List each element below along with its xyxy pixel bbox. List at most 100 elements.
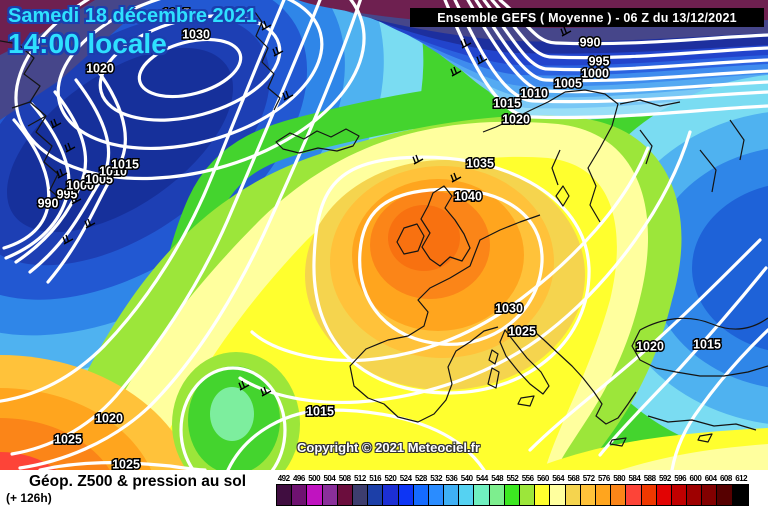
scale-label: 600 <box>689 474 702 483</box>
isobar-label: 1015 <box>693 338 721 352</box>
scale-swatch <box>671 485 688 505</box>
isobar-label: 1035 <box>466 157 494 171</box>
copyright-text: Copyright © 2021 Meteociel.fr <box>297 440 480 455</box>
isobar-label: 1040 <box>454 190 482 204</box>
scale-swatch <box>398 485 414 505</box>
scale-label: 604 <box>704 474 717 483</box>
isobar-contours <box>0 0 768 470</box>
isobar-label: 1020 <box>636 340 664 354</box>
scale-label: 560 <box>536 474 549 483</box>
scale-swatch <box>565 485 581 505</box>
isobar-label: 1030 <box>182 28 210 42</box>
coast-greenland-east <box>251 7 281 111</box>
isobar-label: 1025 <box>112 458 140 471</box>
scale-label: 512 <box>353 474 366 483</box>
scale-swatch <box>368 485 384 505</box>
coast-ireland <box>396 223 425 255</box>
scale-label: 612 <box>735 474 748 483</box>
scale-label: 572 <box>582 474 595 483</box>
model-title-box: Ensemble GEFS ( Moyenne ) - 06 Z du 13/1… <box>410 8 764 27</box>
coast-blacksea <box>631 317 768 377</box>
coastlines <box>0 7 768 447</box>
isobar-label: 1000 <box>66 179 94 193</box>
isobar-label: 990 <box>38 197 59 211</box>
scale-swatch <box>337 485 353 505</box>
isobar-label: 1025 <box>54 433 82 447</box>
coast-sardinia <box>487 367 500 389</box>
map-area: 1025 1030 1020 990 995 1000 1005 1010 1015 990 995… <box>0 0 768 470</box>
isobar-label: 1015 <box>111 158 139 172</box>
isobar-label: 1010 <box>99 165 127 179</box>
date-text: Samedi 18 décembre 2021 <box>8 5 258 27</box>
scale-label: 492 <box>277 474 290 483</box>
scale-swatch <box>520 485 536 505</box>
scale-label: 516 <box>369 474 382 483</box>
scale-label: 508 <box>338 474 351 483</box>
isobar-label: 995 <box>589 55 610 69</box>
southeast-paleyellow-edge <box>620 444 768 470</box>
wind-barbs <box>50 20 572 397</box>
scale-label: 544 <box>475 474 488 483</box>
coast-iceland <box>275 128 360 154</box>
scale-label: 536 <box>445 474 458 483</box>
scale-swatch <box>611 485 627 505</box>
scale-swatch <box>352 485 369 505</box>
coast-norway <box>482 91 566 133</box>
scale-swatch <box>322 485 338 505</box>
scale-label: 556 <box>521 474 534 483</box>
isobar-label: 1025 <box>508 325 536 339</box>
scale-label: 496 <box>292 474 305 483</box>
scale-swatch <box>717 485 733 505</box>
rivers-borders <box>551 119 745 193</box>
scale-label: 576 <box>597 474 610 483</box>
scale-label: 564 <box>552 474 565 483</box>
scale-swatch <box>687 485 703 505</box>
date-block: Samedi 18 décembre 2021 14:00 locale <box>8 5 258 59</box>
scale-swatch <box>580 485 596 505</box>
coast-anatolia <box>647 415 757 431</box>
coast-finland <box>619 99 681 165</box>
scale-label: 608 <box>719 474 732 483</box>
isobar-label: 1020 <box>86 62 114 76</box>
coast-greenland-fjords <box>11 101 47 127</box>
scale-swatch <box>383 485 399 505</box>
color-scale-labels: 492 496 500 504 508 512 516 520 524 528 532 536 540 5… <box>276 474 749 483</box>
isobar-label: 1005 <box>85 173 113 187</box>
scale-swatch <box>504 485 520 505</box>
scale-swatch <box>702 485 718 505</box>
coast-corsica <box>488 349 499 365</box>
coast-cyprus <box>697 433 713 443</box>
map-svg: 1025103010209909951000100510101015990995… <box>0 0 768 470</box>
scale-label: 540 <box>460 474 473 483</box>
scale-swatch <box>550 485 566 505</box>
coast-balkans-greece <box>527 325 637 425</box>
color-scale-swatches <box>276 484 749 506</box>
scale-swatch <box>474 485 490 505</box>
scale-label: 532 <box>430 474 443 483</box>
scale-swatch <box>459 485 475 505</box>
scale-swatch <box>626 485 642 505</box>
isobar-label: 995 <box>57 188 78 202</box>
greenland-maroon-patch <box>0 0 95 55</box>
isobar-label: 1015 <box>493 97 521 111</box>
scale-swatch <box>641 485 657 505</box>
isobar-label: 1010 <box>520 87 548 101</box>
isobar-label: 1020 <box>95 412 123 426</box>
scale-label: 548 <box>491 474 504 483</box>
isobar-label: 1005 <box>554 77 582 91</box>
isobar-label: 1015 <box>306 405 334 419</box>
coast-britain <box>420 185 471 267</box>
scale-label: 592 <box>658 474 671 483</box>
isobar-label: 1020 <box>502 113 530 127</box>
coast-italy <box>499 329 550 395</box>
scale-swatch <box>444 485 460 505</box>
color-scale: 492 496 500 504 508 512 516 520 524 528 532 536 540 5… <box>276 474 749 506</box>
coast-scandinavia <box>564 89 619 223</box>
scale-label: 500 <box>308 474 321 483</box>
time-text: 14:00 locale <box>8 28 167 59</box>
isobar-labels: 1025103010209909951000100510101015990995… <box>36 5 722 471</box>
scale-swatch <box>595 485 612 505</box>
scale-label: 568 <box>567 474 580 483</box>
scale-swatch <box>656 485 672 505</box>
